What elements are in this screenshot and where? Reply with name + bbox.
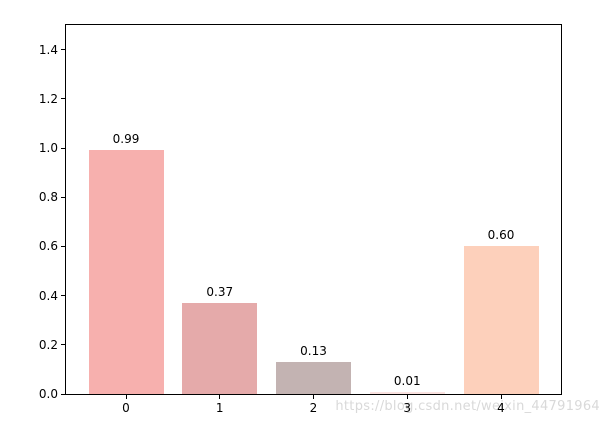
y-tick-label: 0.0 [38,387,58,401]
axes [65,24,562,395]
y-tick-label: 1.0 [38,141,58,155]
bar-4 [463,246,539,394]
y-tick-mark [61,147,65,149]
x-tick-mark [406,395,408,399]
x-tick-mark [500,395,502,399]
bar-value-label: 0.99 [112,132,140,147]
y-tick-label: 0.6 [38,239,58,254]
bar-value-label: 0.01 [393,373,421,388]
x-tick-mark [219,395,221,399]
x-tick-label: 4 [497,401,505,415]
x-tick-label: 0 [122,401,130,415]
y-tick-mark [61,196,65,198]
x-tick-mark [125,395,127,399]
bar-value-label: 0.37 [206,284,234,299]
x-tick-label: 2 [309,401,318,415]
bar-1 [182,302,258,394]
watermark: https://blog.csdn.net/weixin_44791964 [335,399,600,414]
y-tick-mark [61,344,65,346]
x-tick-mark [313,395,314,399]
y-tick-label: 0.2 [38,337,58,352]
bar-0 [88,150,164,394]
bar-3 [369,391,445,394]
y-tick-label: 1.2 [38,91,58,106]
bar-2 [276,362,351,394]
bar-value-label: 0.13 [300,344,327,359]
y-tick-mark [61,49,65,51]
y-tick-label: 1.4 [38,42,58,57]
y-tick-label: 0.4 [38,288,58,303]
bar-value-label: 0.60 [487,228,515,243]
y-tick-label: 0.8 [38,190,58,205]
y-tick-mark [61,295,65,297]
y-tick-mark [61,393,65,395]
y-tick-mark [61,245,65,247]
x-tick-label: 1 [215,401,224,415]
y-tick-mark [61,98,65,100]
x-tick-label: 3 [403,401,412,415]
